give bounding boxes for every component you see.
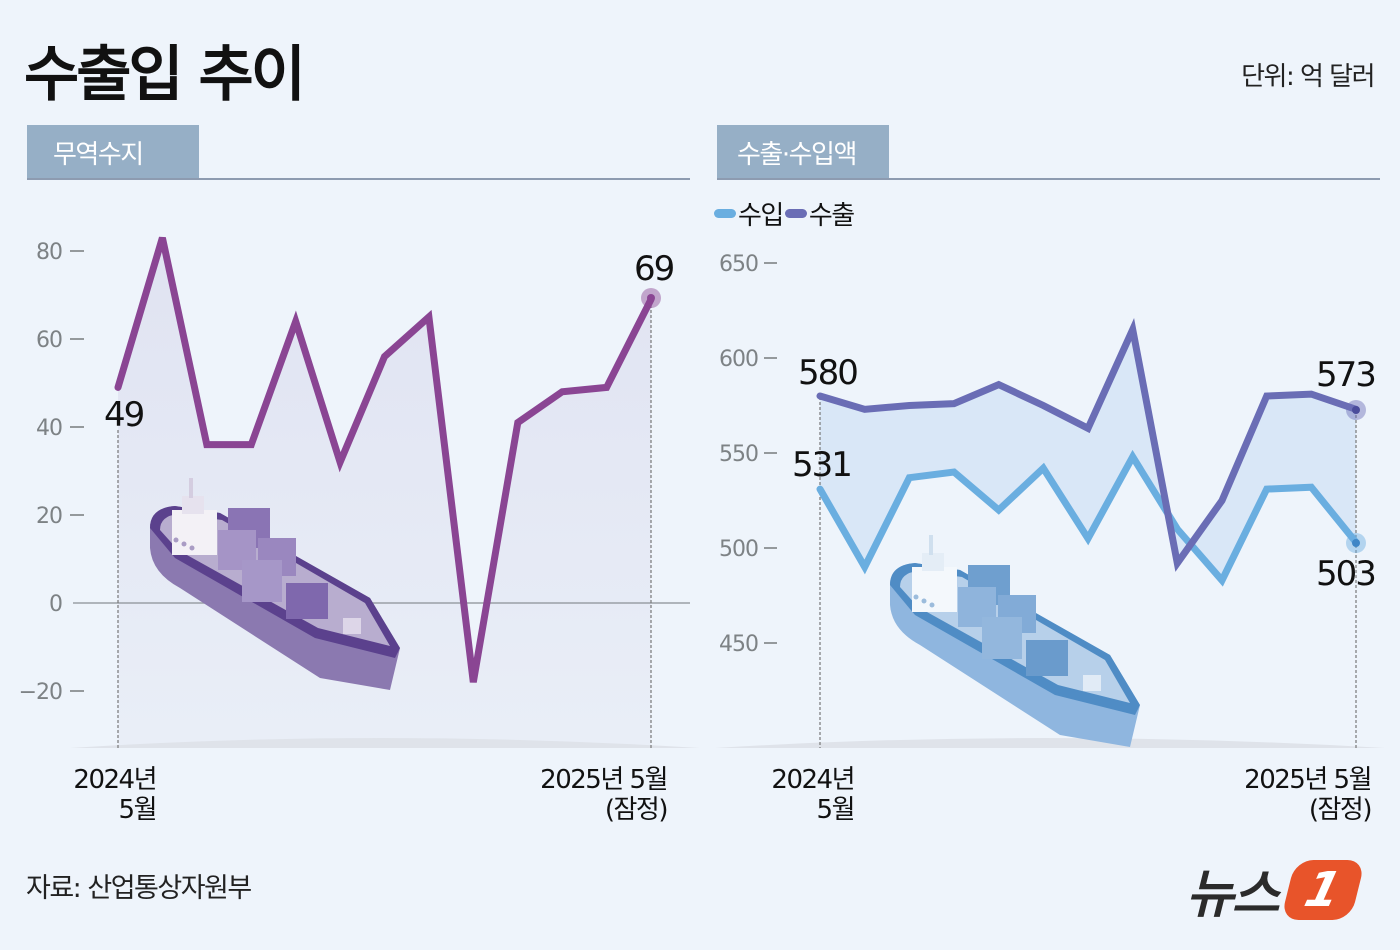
source-credit: 자료: 산업통상자원부 bbox=[26, 873, 252, 904]
legend-label-exports: 수출 bbox=[808, 201, 855, 231]
y-axis-right: 650 600 550 500 450 bbox=[719, 252, 777, 657]
x-label-end-left-line1: 2025년 5월 bbox=[540, 765, 668, 795]
x-label-start-left: 2024년 5월 bbox=[60, 765, 158, 825]
x-label-end-right-line2: (잠정) bbox=[1308, 795, 1373, 825]
x-label-start-left-line2: 5월 bbox=[118, 795, 158, 825]
x-label-end-left: 2025년 5월 (잠정) bbox=[520, 765, 669, 825]
legend-swatch-imports bbox=[714, 209, 736, 218]
y-tick-label: 0 bbox=[49, 592, 62, 617]
y-tick-label: 20 bbox=[36, 504, 62, 529]
tab-trade-balance-label: 무역수지 bbox=[53, 139, 144, 170]
imports-end-value: 503 bbox=[1316, 554, 1375, 594]
x-label-start-right: 2024년 5월 bbox=[758, 765, 856, 825]
export-import-gap-area bbox=[820, 329, 1356, 581]
legend-item-exports: 수출 bbox=[784, 195, 855, 232]
y-tick-label: 650 bbox=[719, 252, 758, 277]
logo-text: 뉴스 bbox=[1186, 865, 1280, 925]
exports-line bbox=[816, 317, 1360, 572]
tab-trade-balance: 무역수지 bbox=[27, 125, 199, 179]
cargo-ship-illustration-blue bbox=[890, 535, 1140, 747]
trade-balance-start-value: 49 bbox=[104, 395, 144, 435]
y-tick-label: 500 bbox=[719, 537, 758, 562]
trade-balance-line bbox=[114, 236, 655, 683]
y-tick-label: 450 bbox=[719, 632, 758, 657]
legend-swatch-exports bbox=[784, 209, 807, 218]
y-tick-label: −20 bbox=[19, 680, 62, 705]
legend-label-imports: 수입 bbox=[738, 201, 784, 231]
imports-start-value: 531 bbox=[792, 445, 851, 485]
cargo-ship-illustration bbox=[150, 478, 400, 690]
exports-end-value: 573 bbox=[1316, 355, 1375, 395]
x-label-start-right-line2: 5월 bbox=[816, 795, 856, 825]
legend-item-imports: 수입 bbox=[714, 195, 784, 232]
x-label-end-right: 2025년 5월 (잠정) bbox=[1224, 765, 1373, 825]
imports-line bbox=[816, 449, 1360, 587]
page-title: 수출입 추이 bbox=[24, 40, 306, 110]
logo-badge: 1 bbox=[1280, 859, 1366, 920]
exports-start-value: 580 bbox=[798, 353, 857, 393]
y-axis-left: 80 60 40 20 0 −20 bbox=[19, 240, 84, 705]
y-tick-label: 60 bbox=[36, 328, 62, 353]
tab-export-import-label: 수출·수입액 bbox=[737, 139, 857, 170]
y-tick-label: 550 bbox=[719, 442, 758, 467]
section-divider-right bbox=[717, 178, 1380, 180]
export-import-chart: 650 600 550 500 450 580 531 573 503 bbox=[715, 252, 1385, 748]
trade-balance-chart: 80 60 40 20 0 −20 49 69 bbox=[19, 236, 700, 749]
y-tick-label: 80 bbox=[36, 240, 62, 265]
tab-export-import: 수출·수입액 bbox=[717, 125, 889, 179]
chart-legend: 수입 수출 bbox=[714, 195, 856, 232]
x-label-end-right-line1: 2025년 5월 bbox=[1244, 765, 1372, 795]
logo-badge-number: 1 bbox=[1299, 861, 1347, 918]
y-tick-label: 40 bbox=[36, 416, 62, 441]
trade-balance-end-value: 69 bbox=[634, 249, 674, 289]
x-label-end-left-line2: (잠정) bbox=[604, 795, 669, 825]
x-label-start-right-line1: 2024년 bbox=[771, 765, 855, 795]
section-divider-left bbox=[27, 178, 690, 180]
y-tick-label: 600 bbox=[719, 347, 758, 372]
ground-shadow-right bbox=[715, 738, 1385, 748]
ground-shadow-left bbox=[70, 738, 700, 748]
unit-label: 단위: 억 달러 bbox=[1241, 62, 1375, 92]
x-label-start-left-line1: 2024년 bbox=[73, 765, 157, 795]
news1-logo: 뉴스 1 bbox=[1186, 852, 1366, 927]
